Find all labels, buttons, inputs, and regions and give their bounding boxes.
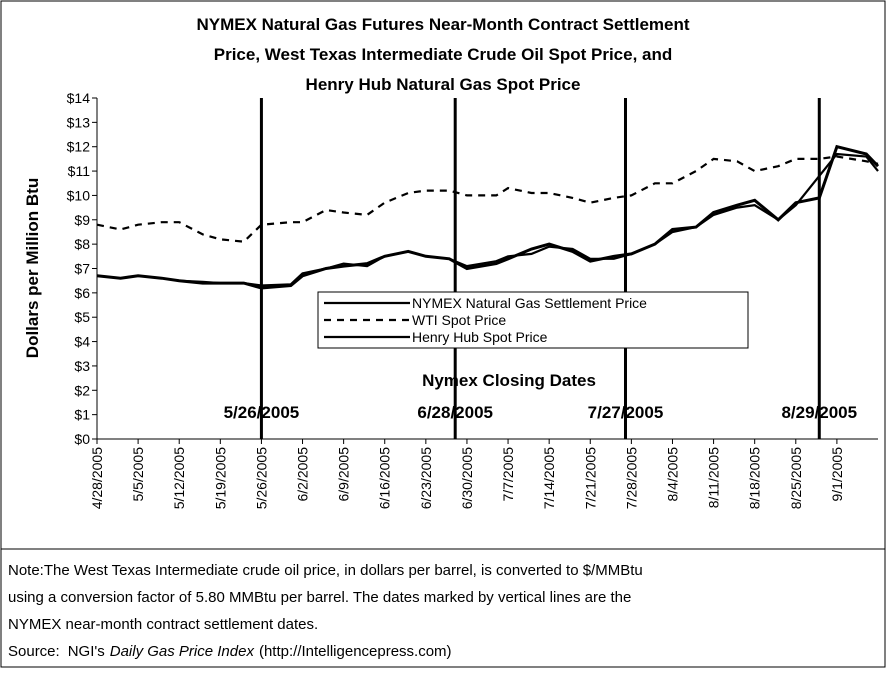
- x-tick-label: 7/14/2005: [541, 447, 557, 509]
- x-tick-label: 4/28/2005: [89, 447, 105, 509]
- chart-frame: [0, 0, 886, 550]
- x-tick-label: 6/9/2005: [336, 447, 352, 502]
- x-tick-label: 6/16/2005: [377, 447, 393, 509]
- x-tick-label: 5/26/2005: [253, 447, 269, 509]
- x-tick-label: 8/25/2005: [788, 447, 804, 509]
- closing-date-label: 5/26/2005: [224, 403, 300, 422]
- y-tick-label: $3: [74, 358, 90, 374]
- y-tick-label: $7: [74, 261, 90, 277]
- x-tick-label: 7/21/2005: [582, 447, 598, 509]
- chart-title: Henry Hub Natural Gas Spot Price: [306, 75, 581, 94]
- chart-title: Price, West Texas Intermediate Crude Oil…: [214, 45, 673, 64]
- y-tick-label: $5: [74, 309, 90, 325]
- x-tick-label: 9/1/2005: [829, 447, 845, 502]
- source-label: Source:: [8, 643, 60, 660]
- x-tick-label: 6/30/2005: [459, 447, 475, 509]
- x-tick-label: 7/7/2005: [500, 447, 516, 502]
- x-tick-label: 8/11/2005: [706, 447, 722, 508]
- x-tick-label: 8/18/2005: [747, 447, 763, 509]
- closing-date-label: 6/28/2005: [417, 403, 493, 422]
- y-tick-label: $4: [74, 334, 90, 350]
- legend-label: WTI Spot Price: [412, 312, 506, 328]
- y-tick-label: $10: [67, 187, 91, 203]
- chart-title: NYMEX Natural Gas Futures Near-Month Con…: [196, 15, 689, 34]
- note: NYMEX near-month contract settlement dat…: [8, 616, 318, 633]
- y-tick-label: $8: [74, 236, 90, 252]
- source-publication: Daily Gas Price Index: [110, 643, 255, 660]
- y-tick-label: $14: [67, 90, 91, 106]
- y-tick-label: $1: [74, 407, 90, 423]
- y-tick-label: $6: [74, 285, 90, 301]
- source-name: NGI's: [68, 643, 105, 660]
- x-tick-label: 5/12/2005: [171, 447, 187, 509]
- x-tick-label: 5/19/2005: [212, 447, 228, 509]
- source: Source: NGI's Daily Gas Price Index (http:/…: [8, 643, 452, 660]
- legend-label: Henry Hub Spot Price: [412, 329, 548, 345]
- annotation: Nymex Closing Dates: [422, 371, 596, 390]
- y-tick-label: $9: [74, 212, 90, 228]
- y-tick-label: $13: [67, 114, 91, 130]
- y-tick-label: $11: [68, 163, 91, 179]
- x-tick-label: 5/5/2005: [130, 447, 146, 502]
- x-tick-label: 8/4/2005: [664, 447, 680, 502]
- y-tick-label: $2: [74, 382, 90, 398]
- y-axis-label: Dollars per Million Btu: [23, 178, 42, 358]
- y-tick-label: $12: [67, 139, 91, 155]
- closing-date-label: 8/29/2005: [781, 403, 857, 422]
- note: using a conversion factor of 5.80 MMBtu …: [8, 589, 631, 606]
- x-tick-label: 6/2/2005: [295, 447, 311, 502]
- legend-box: [317, 291, 749, 349]
- legend-label: NYMEX Natural Gas Settlement Price: [412, 295, 647, 311]
- x-tick-label: 7/28/2005: [623, 447, 639, 509]
- closing-date-label: 7/27/2005: [588, 403, 664, 422]
- series-line: [96, 155, 879, 243]
- note: Note:The West Texas Intermediate crude o…: [8, 562, 643, 579]
- series-line: [96, 144, 880, 290]
- source-url: (http://Intelligencepress.com): [259, 643, 452, 660]
- y-tick-label: $0: [74, 431, 90, 447]
- x-tick-label: 6/23/2005: [418, 447, 434, 509]
